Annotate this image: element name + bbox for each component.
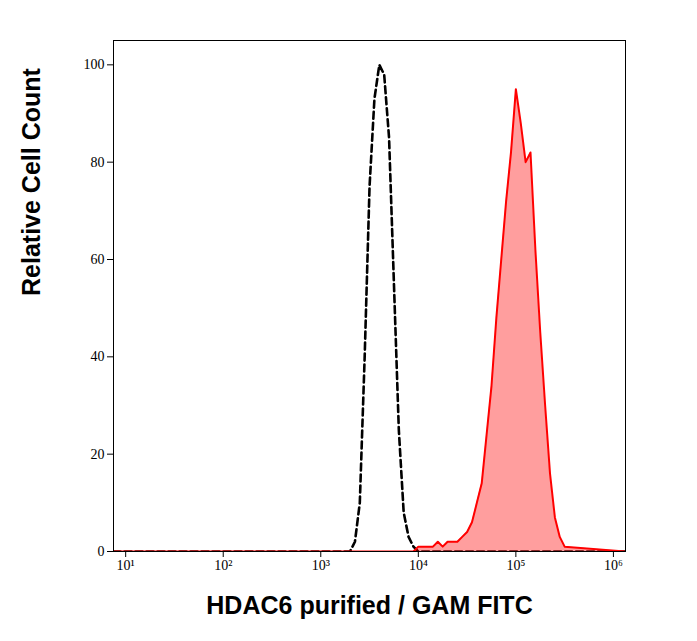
svg-text:60: 60 xyxy=(91,252,105,267)
svg-text:40: 40 xyxy=(91,349,105,364)
svg-text:10³: 10³ xyxy=(312,558,330,573)
svg-text:10⁴: 10⁴ xyxy=(409,558,428,573)
svg-text:10⁶: 10⁶ xyxy=(604,558,623,573)
svg-text:10⁵: 10⁵ xyxy=(506,558,525,573)
svg-text:HDAC6 purified / GAM FITC: HDAC6 purified / GAM FITC xyxy=(206,591,532,619)
svg-text:0: 0 xyxy=(98,544,105,559)
svg-text:20: 20 xyxy=(91,447,105,462)
svg-text:10¹: 10¹ xyxy=(117,558,135,573)
svg-text:100: 100 xyxy=(84,57,105,72)
svg-text:80: 80 xyxy=(91,155,105,170)
svg-text:10²: 10² xyxy=(214,558,232,573)
svg-text:Relative Cell Count: Relative Cell Count xyxy=(17,68,45,296)
